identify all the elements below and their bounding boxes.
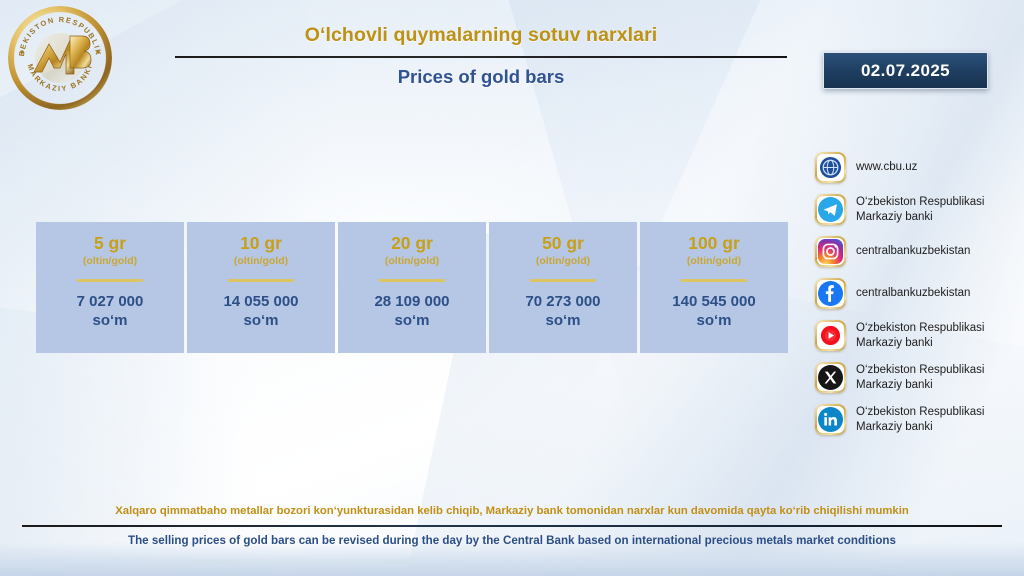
linkedin-icon: [818, 407, 843, 432]
price-card[interactable]: 50 gr (oltin/gold) 70 273 000 so‘m: [489, 222, 637, 353]
social-label-line2: Markaziy banki: [856, 420, 933, 433]
card-price-value: 28 109 000: [374, 293, 450, 311]
card-weight-label: 5 gr: [93, 233, 127, 253]
social-icon-wrap: [817, 238, 844, 265]
header-block: O‘lchovli quymalarning sotuv narxlari Pr…: [175, 24, 787, 88]
card-price-unit: so‘m: [394, 312, 430, 330]
title-divider: [175, 56, 787, 58]
social-icon-wrap: [817, 196, 844, 223]
social-label-line1: O‘zbekiston Respublikasi: [856, 363, 985, 376]
card-subtitle: (oltin/gold): [686, 255, 742, 268]
price-card[interactable]: 100 gr (oltin/gold) 140 545 000 so‘m: [640, 222, 788, 353]
social-badge-frame: [815, 194, 846, 225]
date-badge-label: 02.07.2025: [860, 60, 951, 80]
telegram-icon: [818, 197, 843, 222]
card-price-value: 14 055 000: [223, 293, 299, 311]
social-link-facebook[interactable]: centralbankuzbekistan: [815, 278, 1020, 309]
card-subtitle: (oltin/gold): [384, 255, 440, 268]
social-icon-wrap: [817, 280, 844, 307]
social-badge-frame: [815, 152, 846, 183]
card-price-value: 70 273 000: [525, 293, 601, 311]
logo-emblem-icon: O‘ZBEKISTON RESPUBLIKASI MARKAZIY BANKI: [8, 6, 102, 93]
price-card[interactable]: 20 gr (oltin/gold) 28 109 000 so‘m: [338, 222, 486, 353]
social-icon-wrap: [817, 154, 844, 181]
social-label-line1: www.cbu.uz: [856, 161, 918, 174]
social-link-linkedin[interactable]: O‘zbekiston Respublikasi Markaziy banki: [815, 404, 1020, 435]
social-link-youtube[interactable]: O‘zbekiston Respublikasi Markaziy banki: [815, 320, 1020, 351]
card-price-unit: so‘m: [696, 312, 732, 330]
social-label: O‘zbekiston Respublikasi Markaziy banki: [856, 405, 984, 434]
social-label-line2: Markaziy banki: [856, 336, 933, 349]
card-price-unit: so‘m: [92, 312, 128, 330]
youtube-icon: [818, 323, 843, 348]
social-label: O‘zbekiston Respublikasi Markaziy banki: [856, 321, 984, 350]
social-icon-wrap: [817, 364, 844, 391]
facebook-icon: [818, 281, 843, 306]
social-link-website[interactable]: www.cbu.uz: [815, 152, 1020, 183]
card-divider: [681, 279, 747, 283]
social-label: www.cbu.uz: [856, 160, 917, 175]
social-links-list: www.cbu.uz O‘zbekiston Respublikasi Mark…: [815, 152, 1020, 446]
card-divider: [228, 279, 294, 283]
social-label: centralbankuzbekistan: [856, 286, 970, 301]
website-icon: [819, 156, 842, 179]
social-badge-frame: [815, 362, 846, 393]
social-badge-frame: [815, 236, 846, 267]
social-icon-wrap: [817, 406, 844, 433]
date-badge: 02.07.2025: [823, 52, 988, 89]
central-bank-logo: O‘ZBEKISTON RESPUBLIKASI MARKAZIY BANKI: [8, 6, 112, 110]
card-price-unit: so‘m: [545, 312, 581, 330]
card-price-value: 7 027 000: [76, 293, 144, 311]
price-card-row: 5 gr (oltin/gold) 7 027 000 so‘m 10 gr (…: [36, 222, 788, 353]
social-link-x-twitter[interactable]: O‘zbekiston Respublikasi Markaziy banki: [815, 362, 1020, 393]
card-subtitle: (oltin/gold): [233, 255, 289, 268]
card-weight-label: 10 gr: [240, 233, 282, 253]
footer-note-en: The selling prices of gold bars can be r…: [128, 534, 896, 547]
page-title-en: Prices of gold bars: [397, 66, 565, 87]
social-link-instagram[interactable]: centralbankuzbekistan: [815, 236, 1020, 267]
card-subtitle: (oltin/gold): [535, 255, 591, 268]
social-label-line1: centralbankuzbekistan: [856, 287, 971, 300]
page-title-uz: O‘lchovli quymalarning sotuv narxlari: [304, 24, 658, 46]
card-weight-label: 100 gr: [688, 233, 740, 253]
social-label-line1: O‘zbekiston Respublikasi: [856, 195, 985, 208]
card-subtitle: (oltin/gold): [82, 255, 138, 268]
card-price-value: 140 545 000: [672, 293, 756, 311]
social-label-line2: Markaziy banki: [856, 378, 933, 391]
card-divider: [530, 279, 596, 283]
social-label: O‘zbekiston Respublikasi Markaziy banki: [856, 195, 984, 224]
social-badge-frame: [815, 404, 846, 435]
footer-note-uz: Xalqaro qimmatbaho metallar bozori kon‘y…: [115, 505, 909, 517]
instagram-icon: [818, 239, 843, 264]
social-label: centralbankuzbekistan: [856, 244, 970, 259]
card-weight-label: 50 gr: [542, 233, 584, 253]
social-label-line1: centralbankuzbekistan: [856, 245, 971, 258]
social-label-line1: O‘zbekiston Respublikasi: [856, 405, 985, 418]
x-twitter-icon: [818, 365, 843, 390]
price-card[interactable]: 10 gr (oltin/gold) 14 055 000 so‘m: [187, 222, 335, 353]
social-badge-frame: [815, 278, 846, 309]
social-label: O‘zbekiston Respublikasi Markaziy banki: [856, 363, 984, 392]
footer-divider: [22, 525, 1002, 527]
footer-block: Xalqaro qimmatbaho metallar bozori kon‘y…: [0, 505, 1024, 547]
card-price-unit: so‘m: [243, 312, 279, 330]
bottom-gradient-band: [0, 542, 1024, 576]
card-divider: [379, 279, 445, 283]
social-link-telegram[interactable]: O‘zbekiston Respublikasi Markaziy banki: [815, 194, 1020, 225]
price-card[interactable]: 5 gr (oltin/gold) 7 027 000 so‘m: [36, 222, 184, 353]
card-weight-label: 20 gr: [391, 233, 433, 253]
card-divider: [77, 279, 143, 283]
social-icon-wrap: [817, 322, 844, 349]
social-label-line2: Markaziy banki: [856, 210, 933, 223]
social-label-line1: O‘zbekiston Respublikasi: [856, 321, 985, 334]
social-badge-frame: [815, 320, 846, 351]
